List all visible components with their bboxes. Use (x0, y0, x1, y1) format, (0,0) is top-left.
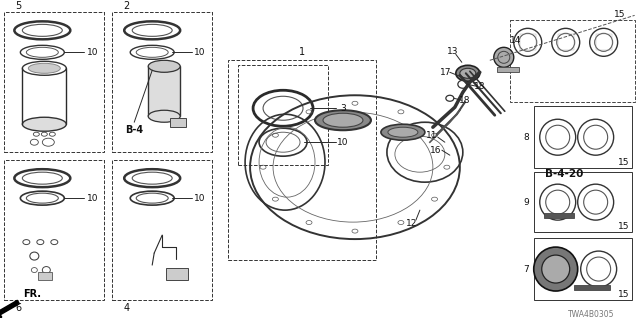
Text: 10: 10 (195, 48, 206, 57)
Ellipse shape (388, 127, 418, 137)
Text: 15: 15 (618, 222, 629, 231)
Text: 5: 5 (15, 1, 22, 12)
Text: B-4-20: B-4-20 (545, 169, 583, 179)
Ellipse shape (541, 255, 570, 283)
Bar (573, 285, 610, 290)
Text: 2: 2 (123, 1, 129, 12)
Text: 4: 4 (123, 303, 129, 313)
Bar (38, 272, 52, 280)
Text: 3: 3 (340, 104, 346, 113)
Text: 15: 15 (614, 10, 625, 19)
Text: 15: 15 (618, 290, 629, 299)
Ellipse shape (315, 110, 371, 130)
Text: 6: 6 (15, 303, 21, 313)
Bar (534, 238, 632, 300)
Ellipse shape (22, 117, 67, 131)
Bar (4, 160, 104, 300)
Text: 15: 15 (618, 158, 629, 167)
Bar (166, 268, 188, 280)
Text: 10: 10 (86, 48, 98, 57)
Text: FR.: FR. (23, 289, 42, 299)
FancyArrow shape (0, 300, 19, 317)
Text: 10: 10 (86, 194, 98, 203)
Text: 11: 11 (426, 131, 438, 140)
Bar (520, 34, 536, 50)
Ellipse shape (28, 63, 60, 73)
Text: 17: 17 (440, 68, 452, 77)
Ellipse shape (323, 113, 363, 127)
Bar (497, 67, 519, 72)
Ellipse shape (456, 65, 480, 81)
Text: B-4: B-4 (125, 125, 143, 135)
Text: 16: 16 (430, 146, 442, 155)
Ellipse shape (263, 96, 303, 120)
Text: TWA4B0305: TWA4B0305 (568, 309, 615, 318)
Bar (557, 34, 573, 50)
Ellipse shape (534, 247, 578, 291)
Ellipse shape (148, 60, 180, 72)
Text: 18: 18 (474, 82, 486, 91)
Bar (228, 60, 376, 260)
Text: 10: 10 (337, 138, 349, 147)
Text: 8: 8 (523, 133, 529, 142)
Text: 12: 12 (406, 219, 417, 228)
Bar (544, 213, 573, 218)
Text: 10: 10 (195, 194, 206, 203)
Text: 13: 13 (447, 47, 459, 56)
Bar (534, 172, 632, 232)
Bar (238, 65, 328, 165)
Ellipse shape (266, 132, 300, 152)
Text: 1: 1 (299, 47, 305, 57)
Ellipse shape (494, 47, 514, 67)
Text: 9: 9 (523, 198, 529, 207)
Bar (596, 34, 612, 50)
Text: 14: 14 (510, 36, 522, 45)
Text: 18: 18 (459, 96, 470, 105)
Ellipse shape (148, 110, 180, 122)
Ellipse shape (460, 68, 476, 78)
Ellipse shape (381, 124, 425, 140)
Bar (112, 12, 212, 152)
Bar (148, 66, 180, 116)
Bar (112, 160, 212, 300)
Bar (170, 118, 186, 127)
Bar (534, 106, 632, 168)
Text: 7: 7 (523, 265, 529, 274)
Bar (4, 12, 104, 152)
